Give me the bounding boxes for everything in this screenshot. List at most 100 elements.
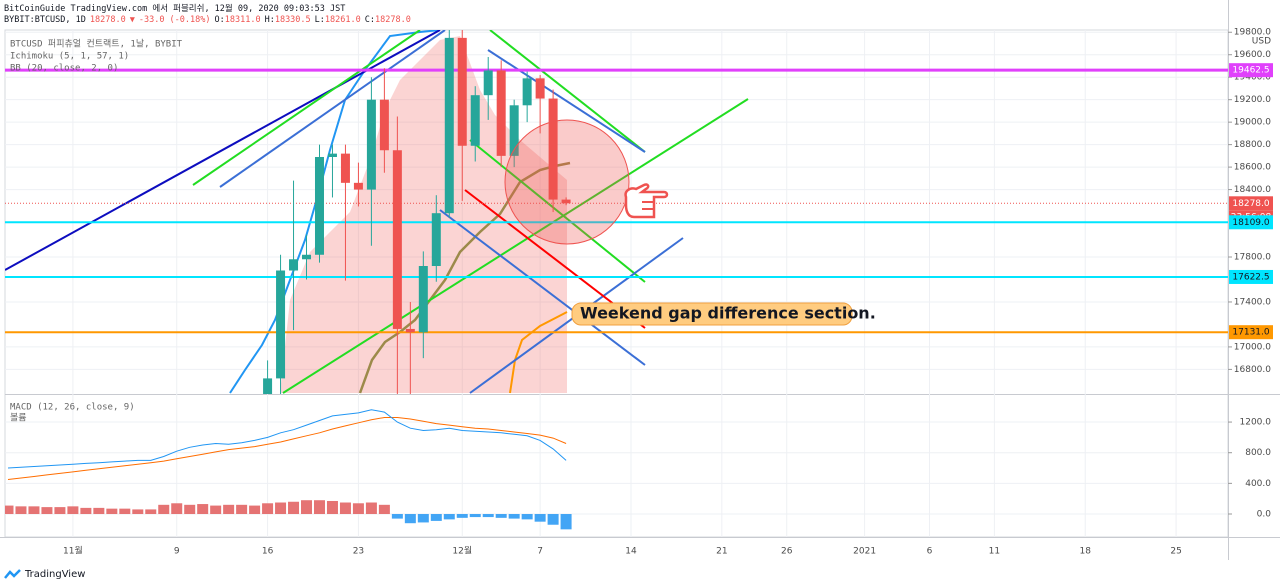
- histogram-bar: [404, 514, 416, 524]
- candle-body: [418, 266, 428, 333]
- price-label-box: [1229, 215, 1273, 230]
- candle-body: [535, 78, 545, 99]
- candle-body: [496, 70, 506, 156]
- macd-pane: [5, 409, 572, 530]
- trendline: [469, 139, 646, 283]
- ohlc-label: O:: [214, 15, 225, 25]
- x-tick-label: 11월: [63, 545, 83, 557]
- y-tick-label: 17400.0: [1234, 297, 1271, 307]
- y-tick-label: 19400.0: [1234, 73, 1271, 83]
- plot-frame: [4, 29, 1229, 538]
- histogram-bar: [41, 507, 53, 515]
- bollinger-fill: [280, 36, 567, 393]
- histogram-bar: [119, 508, 131, 515]
- ohlc-label: H:: [264, 15, 275, 25]
- histogram-bar: [508, 514, 520, 519]
- y-tick-label: 0.0: [1257, 510, 1272, 520]
- hand-fingers: [642, 201, 654, 210]
- candle-body: [327, 153, 337, 157]
- histogram-bar: [443, 514, 455, 520]
- histogram-bar: [262, 503, 274, 515]
- histogram-bar: [54, 507, 66, 515]
- histogram-bar: [534, 514, 546, 522]
- histogram-bar: [275, 502, 287, 515]
- x-tick-label: 21: [716, 547, 727, 557]
- candle-body: [302, 254, 312, 260]
- hand-shape: [624, 183, 669, 219]
- x-tick-label: 11: [989, 547, 1000, 557]
- indicator-legend: Ichimoku (5, 1, 57, 1): [10, 52, 129, 62]
- candle-body: [276, 270, 286, 379]
- price-label-box: [1229, 63, 1273, 78]
- y-tick-label: 16800.0: [1234, 365, 1271, 375]
- y-tick-label: 17800.0: [1234, 253, 1271, 263]
- candle-body: [483, 70, 493, 96]
- signal-line: [7, 417, 567, 480]
- candle-body: [457, 37, 467, 146]
- candle-body: [509, 105, 519, 156]
- histogram-bar: [5, 505, 14, 515]
- y-tick-label: 400.0: [1245, 479, 1271, 489]
- candle-body: [548, 98, 558, 200]
- histogram-bar: [15, 506, 27, 515]
- histogram-bar: [67, 506, 79, 515]
- histogram-bar: [171, 503, 183, 515]
- annotation: Weekend gap difference section.: [580, 304, 876, 323]
- candles: [263, 30, 571, 394]
- candle-body: [561, 199, 571, 204]
- x-tick-label: 14: [625, 547, 637, 557]
- x-tick-label: 6: [927, 547, 933, 557]
- ohlc-label: L:: [314, 15, 325, 25]
- y-tick-label: 17000.0: [1234, 342, 1271, 352]
- ohlc-value: 18261.0: [324, 15, 361, 25]
- candle-body: [366, 99, 376, 190]
- trendline: [439, 209, 646, 366]
- y-tick-label: 18400.0: [1234, 185, 1271, 195]
- x-tick-label: 23: [353, 547, 364, 557]
- candle-body: [431, 213, 441, 267]
- histogram-bar: [249, 505, 261, 515]
- candle-body: [314, 156, 324, 255]
- symbol-line: BYBIT:BTCUSD, 1D 18278.0 ▼ -33.0 (-0.18%) O:…: [4, 15, 419, 25]
- candle-body: [340, 153, 350, 183]
- publish-text: BitCoinGuide TradingView.com 에서 퍼블리쉬, 12…: [4, 4, 346, 14]
- x-tick-label: 12월: [452, 545, 472, 557]
- histogram-bar: [391, 514, 403, 519]
- histogram-bar: [469, 514, 481, 518]
- candle-body: [470, 95, 480, 146]
- histogram-bar: [223, 504, 235, 515]
- axis-unit: USD: [1252, 37, 1271, 47]
- ohlc-label: C:: [364, 15, 375, 25]
- highlight-circle: [504, 119, 630, 245]
- x-tick-label: 16: [262, 547, 274, 557]
- x-tick-label: 26: [781, 547, 793, 557]
- series-legend: BTCUSD 퍼피츄얼 컨트랙트, 1날, BYBIT: [10, 39, 183, 50]
- histogram-bar: [339, 502, 351, 515]
- histogram-bar: [378, 504, 390, 515]
- price-label-box: [1229, 196, 1273, 211]
- histogram-bar: [365, 502, 377, 515]
- logo: [4, 569, 21, 579]
- publish-line: BitCoinGuide TradingView.com 에서 퍼블리쉬, 12…: [4, 2, 349, 14]
- histogram-bar: [145, 509, 157, 515]
- histogram-bar: [326, 500, 338, 515]
- drawings: [5, 30, 749, 394]
- trendline: [192, 30, 421, 186]
- pointing-hand: [624, 183, 669, 219]
- price-label: 18109.0: [1232, 218, 1269, 228]
- y-tick-label: 1200.0: [1240, 418, 1272, 428]
- y-tick-label: 800.0: [1245, 448, 1271, 458]
- price-levels: [5, 68, 1228, 334]
- histogram-bar: [93, 507, 105, 515]
- ichimoku-line: [358, 161, 571, 394]
- y-tick-label: 18600.0: [1234, 163, 1271, 173]
- ohlc-value: 18278.0: [374, 15, 411, 25]
- y-tick-label: 18800.0: [1234, 140, 1271, 150]
- histogram-bar: [301, 500, 313, 515]
- candle-body: [444, 37, 454, 214]
- histogram-bar: [197, 504, 209, 515]
- price-label-box: [1229, 325, 1273, 340]
- ohlc: O:18311.0 H:18330.5 L:18261.0 C:18278.0: [215, 15, 415, 25]
